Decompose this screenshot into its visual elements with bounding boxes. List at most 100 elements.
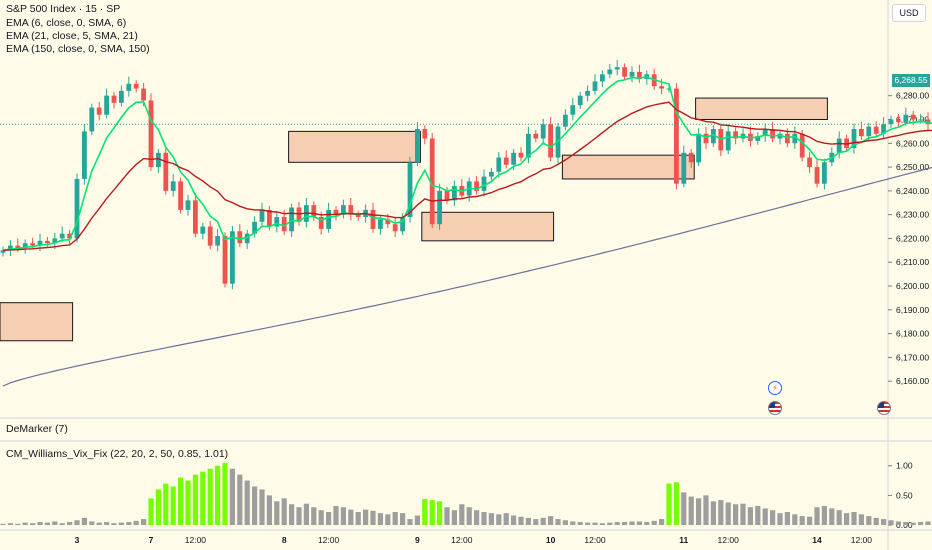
vix-fix-bar: [895, 521, 901, 525]
candle-body: [45, 240, 50, 244]
candle-body: [318, 217, 324, 229]
candle-body: [267, 209, 272, 227]
candle-body: [244, 233, 250, 244]
candle-body: [503, 157, 509, 165]
candle-body: [296, 207, 302, 222]
vix-fix-bar: [74, 520, 80, 525]
candle-body: [629, 71, 635, 77]
vix-fix-bar: [429, 500, 435, 525]
ema150-legend[interactable]: EMA (150, close, 0, SMA, 150): [6, 43, 150, 55]
candle-body: [711, 129, 716, 144]
ema21-line: [2, 101, 932, 251]
candle-body: [96, 107, 102, 115]
ema6-legend[interactable]: EMA (6, close, 0, SMA, 6): [6, 17, 127, 29]
price-tick-label: 6,200.00: [896, 281, 929, 291]
vix-fix-bar: [740, 503, 746, 525]
vix-fix-bar: [333, 506, 339, 525]
vix-fix-bar: [111, 523, 117, 525]
candle-body: [141, 88, 146, 101]
candle-body: [200, 226, 206, 234]
vix-fix-bar: [829, 508, 835, 525]
vix-fix-bar: [681, 492, 687, 525]
vix-fix-bar: [207, 468, 213, 525]
candle-body: [807, 157, 812, 168]
us-flag-icon[interactable]: [877, 401, 891, 415]
candle-body: [518, 152, 524, 158]
price-tick-label: 6,180.00: [896, 329, 929, 339]
vix-fix-bar: [903, 522, 909, 525]
candle-body: [770, 129, 775, 139]
candle-body: [799, 133, 805, 158]
candle-body: [592, 81, 598, 91]
demarker-legend[interactable]: DeMarker (7): [6, 423, 68, 435]
candle-body: [903, 114, 909, 122]
vix-fix-bar: [30, 523, 36, 525]
vix-fix-bar: [881, 519, 887, 525]
vix-fix-bar: [481, 511, 487, 525]
vix-fix-bar: [385, 514, 391, 525]
candle-body: [836, 138, 842, 153]
candle-body: [74, 178, 80, 239]
candle-body: [15, 245, 21, 248]
candle-body: [814, 167, 820, 184]
time-axis-label: 12:00: [451, 535, 473, 545]
vix-fix-bar: [185, 480, 191, 525]
vix-fix-bar: [622, 522, 628, 525]
lightning-icon[interactable]: ⚡: [768, 381, 782, 395]
candle-body: [474, 181, 479, 191]
candle-body: [548, 124, 553, 158]
candle-body: [429, 138, 435, 225]
vix-fix-bar: [555, 519, 561, 525]
candle-body: [681, 152, 687, 184]
vix-fix-bar: [858, 514, 864, 525]
candle-body: [52, 238, 58, 244]
candle-body: [370, 209, 376, 229]
candle-body: [688, 152, 694, 163]
vix-fix-bar: [636, 521, 642, 525]
vix-fix-bar: [474, 510, 480, 525]
vix-tick-label: 1.00: [896, 461, 913, 471]
candle-body: [185, 200, 191, 210]
vix-fix-bar: [451, 510, 457, 525]
candle-body: [666, 88, 672, 90]
time-axis-label: 10: [546, 535, 556, 545]
vix-fix-bar: [289, 504, 295, 525]
symbol-title: S&P 500 Index · 15 · SP: [6, 3, 121, 15]
vix-fix-bar: [799, 516, 805, 525]
vix-fix-bar: [496, 514, 502, 525]
vix-fix-bar: [925, 521, 931, 525]
candle-body: [104, 95, 109, 115]
candle-body: [777, 133, 783, 139]
vix-fix-bar: [414, 515, 420, 525]
vix-fix-bar: [703, 495, 709, 525]
last-price-tag: 6,268.55: [892, 74, 930, 87]
time-axis-label: 12:00: [851, 535, 873, 545]
candle-body: [888, 119, 894, 125]
candle-body: [755, 136, 761, 141]
time-axis-label: 8: [282, 535, 287, 545]
candle-body: [111, 95, 117, 103]
vix-fix-bar: [644, 522, 650, 525]
vix-fix-bar: [348, 509, 354, 525]
vix-tick-label: 0.50: [896, 490, 913, 500]
candle-body: [585, 90, 590, 96]
vix-fix-legend[interactable]: CM_Williams_Vix_Fix (22, 20, 2, 50, 0.85…: [6, 448, 229, 460]
candle-body: [696, 133, 701, 163]
vix-fix-bar: [274, 501, 280, 525]
ema21-legend[interactable]: EMA (21, close, 5, SMA, 21): [6, 30, 138, 42]
candle-body: [333, 209, 339, 215]
currency-button[interactable]: USD: [892, 4, 926, 22]
candle-body: [392, 224, 398, 232]
candle-body: [207, 226, 213, 246]
vix-fix-bar: [237, 474, 243, 525]
candle-body: [348, 205, 354, 215]
vix-fix-bar: [866, 516, 872, 525]
time-axis-label: 7: [149, 535, 154, 545]
supply-demand-zone: [561, 154, 695, 180]
vix-fix-bar: [821, 506, 827, 525]
candle-body: [570, 105, 576, 115]
us-flag-icon[interactable]: [768, 401, 782, 415]
candle-body: [252, 221, 257, 234]
price-tick-label: 6,240.00: [896, 186, 929, 196]
